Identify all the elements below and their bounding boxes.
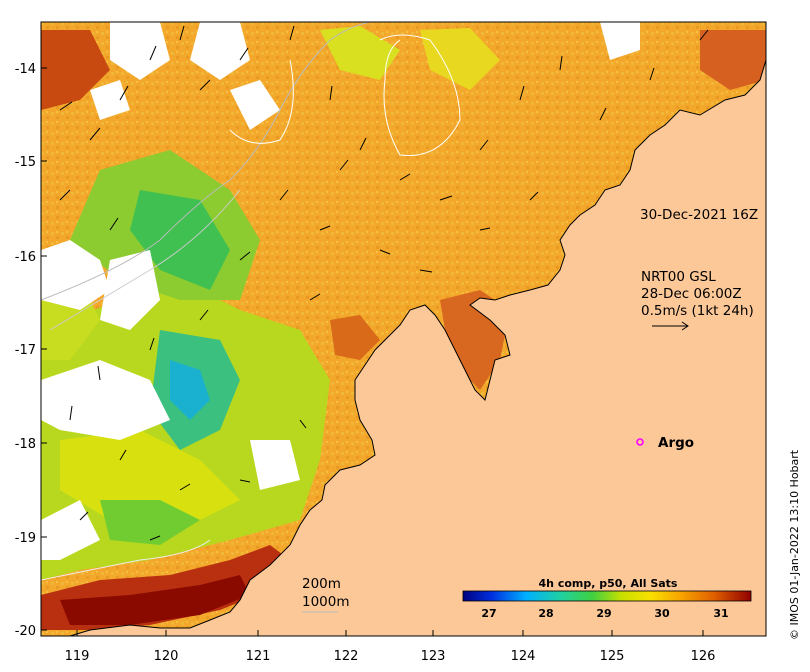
current-time-label: 28-Dec 06:00Z — [641, 286, 742, 302]
lat-tick--14: -14 — [15, 62, 36, 77]
timestamp-label: 30-Dec-2021 16Z — [640, 207, 758, 223]
colorbar: 4h comp, p50, All Sats 27 28 29 30 31 — [462, 577, 752, 620]
depth-contours — [41, 22, 461, 581]
lon-tick-126: 126 — [691, 649, 716, 664]
sst-cool-patches — [41, 26, 500, 580]
lat-tick--15: -15 — [15, 155, 36, 170]
lon-tick-120: 120 — [154, 649, 179, 664]
lon-tick-121: 121 — [246, 649, 271, 664]
colorbar-tick-29: 29 — [596, 607, 611, 620]
colorbar-ramp — [462, 590, 752, 602]
current-vectors — [59, 25, 709, 541]
lon-tick-122: 122 — [334, 649, 359, 664]
scale-speed-label: 0.5m/s (1kt 24h) — [641, 303, 754, 319]
colorbar-title: 4h comp, p50, All Sats — [539, 577, 678, 590]
lat-tick--17: -17 — [15, 343, 36, 358]
lon-tick-124: 124 — [511, 649, 536, 664]
credit-label: © IMOS 01-Jan-2022 13:10 Hobart — [788, 449, 801, 640]
plot-frame — [40, 21, 767, 637]
colorbar-tick-30: 30 — [654, 607, 670, 620]
argo-marker[interactable] — [636, 438, 644, 446]
lat-tick--20: -20 — [15, 624, 36, 639]
depth-1000-label: 1000m — [302, 594, 350, 610]
colorbar-tick-31: 31 — [713, 607, 728, 620]
argo-label: Argo — [658, 435, 694, 451]
land-interior — [560, 290, 766, 636]
lat-tick--16: -16 — [15, 250, 36, 265]
lat-tick--19: -19 — [15, 531, 36, 546]
plot-area — [41, 22, 766, 636]
longitude-axis: 119 120 121 122 123 124 125 126 — [65, 630, 716, 664]
scale-arrow-icon — [652, 321, 689, 331]
colorbar-tick-28: 28 — [538, 607, 553, 620]
colorbar-tick-27: 27 — [481, 607, 496, 620]
missing-data — [41, 22, 640, 560]
lon-tick-125: 125 — [600, 649, 625, 664]
latitude-axis: -14 -15 -16 -17 -18 -19 -20 — [15, 62, 47, 639]
lon-tick-119: 119 — [65, 649, 90, 664]
lon-tick-123: 123 — [421, 649, 446, 664]
current-model-label: NRT00 GSL — [641, 269, 716, 285]
lat-tick--18: -18 — [15, 437, 36, 452]
depth-200-label: 200m — [302, 576, 341, 592]
